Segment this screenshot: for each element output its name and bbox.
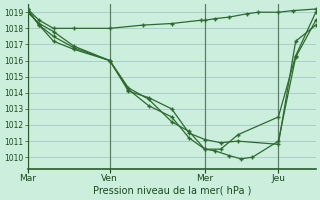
X-axis label: Pression niveau de la mer( hPa ): Pression niveau de la mer( hPa ) (92, 186, 251, 196)
